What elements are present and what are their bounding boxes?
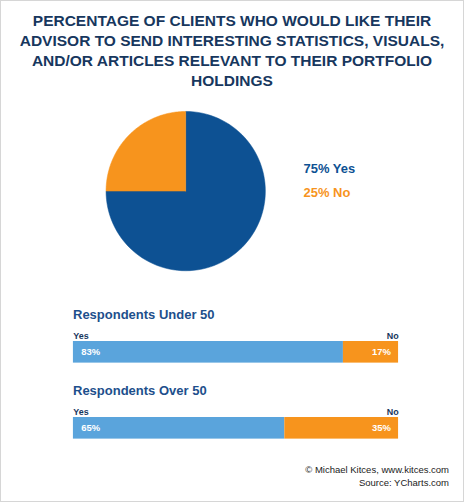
svg-text:83%: 83%: [81, 346, 100, 357]
html-text:Respondents Over 50: Respondents Over 50: [73, 383, 207, 398]
svg-text:35%: 35%: [372, 422, 391, 433]
svg-text:25% No: 25% No: [304, 185, 351, 200]
svg-text:Yes: Yes: [73, 407, 88, 417]
html-text:© Michael Kitces, www.kitces.c: © Michael Kitces, www.kitces.com: [305, 464, 449, 475]
svg-text:75% Yes: 75% Yes: [304, 161, 356, 176]
html-text:Respondents Under 50: Respondents Under 50: [73, 307, 215, 322]
svg-text:Yes: Yes: [73, 331, 88, 341]
html-text:PERCENTAGE OF CLIENTS WHO WOUL: PERCENTAGE OF CLIENTS WHO WOULD LIKE THE…: [19, 12, 445, 89]
svg-text:65%: 65%: [81, 422, 100, 433]
html-text:Source: YCharts.com: Source: YCharts.com: [358, 477, 449, 488]
svg-text:17%: 17%: [372, 346, 391, 357]
svg-text:No: No: [387, 331, 399, 341]
svg-text:No: No: [387, 407, 399, 417]
